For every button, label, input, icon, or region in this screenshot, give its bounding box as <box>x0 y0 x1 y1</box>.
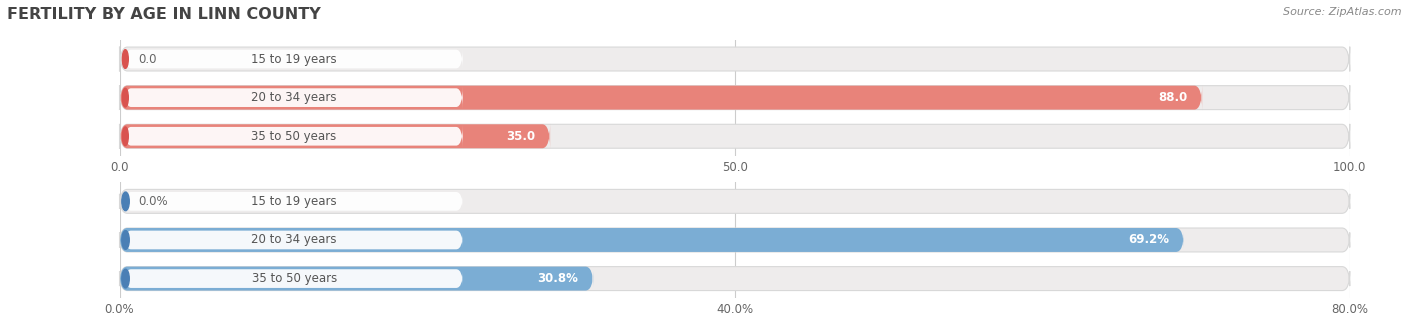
Text: 0.0%: 0.0% <box>138 195 167 208</box>
FancyBboxPatch shape <box>120 267 593 291</box>
FancyBboxPatch shape <box>120 189 1350 213</box>
FancyBboxPatch shape <box>125 269 463 288</box>
FancyBboxPatch shape <box>125 86 463 109</box>
FancyBboxPatch shape <box>120 124 1350 149</box>
Text: Source: ZipAtlas.com: Source: ZipAtlas.com <box>1284 7 1402 17</box>
Text: 30.8%: 30.8% <box>537 272 578 285</box>
Text: 88.0: 88.0 <box>1159 91 1187 104</box>
FancyBboxPatch shape <box>120 267 1350 291</box>
Text: FERTILITY BY AGE IN LINN COUNTY: FERTILITY BY AGE IN LINN COUNTY <box>7 7 321 22</box>
FancyBboxPatch shape <box>125 125 463 148</box>
FancyBboxPatch shape <box>120 228 1350 252</box>
Text: 69.2%: 69.2% <box>1128 233 1168 247</box>
Circle shape <box>122 192 129 211</box>
Circle shape <box>122 127 128 146</box>
Text: 15 to 19 years: 15 to 19 years <box>252 53 337 66</box>
FancyBboxPatch shape <box>125 48 463 71</box>
FancyBboxPatch shape <box>125 231 463 249</box>
Text: 35 to 50 years: 35 to 50 years <box>252 272 337 285</box>
FancyBboxPatch shape <box>120 85 1202 110</box>
Text: 20 to 34 years: 20 to 34 years <box>252 233 337 247</box>
FancyBboxPatch shape <box>125 192 463 211</box>
Text: 20 to 34 years: 20 to 34 years <box>252 91 337 104</box>
Circle shape <box>122 88 128 107</box>
Circle shape <box>122 231 129 249</box>
FancyBboxPatch shape <box>120 228 1184 252</box>
Circle shape <box>122 269 129 288</box>
FancyBboxPatch shape <box>120 47 1350 71</box>
FancyBboxPatch shape <box>120 85 1350 110</box>
Text: 35.0: 35.0 <box>506 130 536 143</box>
Text: 15 to 19 years: 15 to 19 years <box>252 195 337 208</box>
FancyBboxPatch shape <box>120 124 550 149</box>
Circle shape <box>122 50 128 69</box>
Text: 0.0: 0.0 <box>138 53 156 66</box>
Text: 35 to 50 years: 35 to 50 years <box>252 130 336 143</box>
